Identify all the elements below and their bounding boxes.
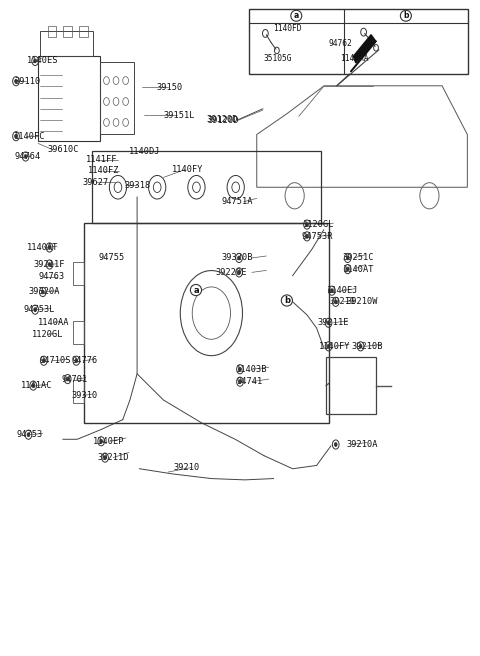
Text: 1140EJ: 1140EJ <box>327 286 359 295</box>
Text: 39318: 39318 <box>124 181 150 190</box>
Text: 1120GL: 1120GL <box>32 330 63 339</box>
Text: 1141FF: 1141FF <box>86 155 118 164</box>
Text: 39627: 39627 <box>82 178 108 186</box>
Circle shape <box>27 433 30 437</box>
Circle shape <box>100 440 103 443</box>
Text: b: b <box>284 296 290 305</box>
Circle shape <box>239 367 241 371</box>
Text: 1140FY: 1140FY <box>172 165 204 174</box>
Circle shape <box>346 267 349 271</box>
Text: 1140AT: 1140AT <box>27 243 59 252</box>
Circle shape <box>327 344 330 348</box>
Text: 39251C: 39251C <box>343 253 374 262</box>
Text: 94762: 94762 <box>328 39 352 48</box>
Text: 94753R: 94753R <box>301 232 333 241</box>
Circle shape <box>14 79 17 83</box>
Text: 39120D: 39120D <box>206 115 238 125</box>
Circle shape <box>104 456 107 460</box>
Bar <box>40 31 93 56</box>
Text: 39220E: 39220E <box>215 268 247 277</box>
Circle shape <box>238 256 240 260</box>
Circle shape <box>66 377 69 381</box>
Text: 39211F: 39211F <box>33 260 65 269</box>
Circle shape <box>238 270 240 274</box>
Text: 94753L: 94753L <box>24 305 55 314</box>
Bar <box>73 321 84 344</box>
Text: b: b <box>403 11 408 20</box>
Circle shape <box>48 245 51 249</box>
Text: 39210A: 39210A <box>346 440 378 449</box>
Text: a: a <box>193 285 199 295</box>
Circle shape <box>42 359 45 363</box>
Bar <box>249 9 468 74</box>
Text: 1140EP: 1140EP <box>93 437 124 445</box>
Text: 1140ES: 1140ES <box>27 56 59 66</box>
Bar <box>73 380 84 403</box>
Circle shape <box>359 344 362 348</box>
Bar <box>326 357 376 415</box>
Text: 39211: 39211 <box>330 297 356 306</box>
Text: 1141AC: 1141AC <box>21 381 52 390</box>
Text: 39210: 39210 <box>174 463 200 472</box>
Text: 1120GL: 1120GL <box>303 220 335 229</box>
Text: 39210W: 39210W <box>346 297 378 306</box>
Text: 1140FY: 1140FY <box>319 342 350 351</box>
Text: 1140FC: 1140FC <box>14 132 46 140</box>
Text: 94741: 94741 <box>236 377 263 386</box>
Text: 39120D: 39120D <box>207 116 239 125</box>
Text: 39610C: 39610C <box>48 146 79 154</box>
Text: 39211E: 39211E <box>318 318 349 327</box>
Bar <box>92 152 322 223</box>
Text: 1140AT: 1140AT <box>343 264 374 274</box>
Text: 39310: 39310 <box>72 391 98 400</box>
Text: 39110: 39110 <box>14 77 40 86</box>
Circle shape <box>327 321 330 325</box>
Text: 94701: 94701 <box>62 375 88 384</box>
Circle shape <box>48 262 51 266</box>
Circle shape <box>14 134 17 138</box>
Text: 1140FZ: 1140FZ <box>88 167 120 175</box>
Text: 94764: 94764 <box>14 152 40 161</box>
Text: 39150: 39150 <box>156 83 182 92</box>
Text: a: a <box>294 11 299 20</box>
Text: 1140FD: 1140FD <box>274 24 302 33</box>
Circle shape <box>306 222 309 226</box>
Text: 94776: 94776 <box>72 356 98 365</box>
Bar <box>73 262 84 285</box>
Text: 11403B: 11403B <box>236 365 268 374</box>
Text: 39320B: 39320B <box>222 253 253 262</box>
Circle shape <box>334 443 337 447</box>
Bar <box>38 56 100 141</box>
Circle shape <box>346 256 349 260</box>
Bar <box>63 26 72 37</box>
Text: 94710S: 94710S <box>40 356 72 365</box>
Text: 39211D: 39211D <box>97 453 129 462</box>
Text: 1140DJ: 1140DJ <box>129 147 160 155</box>
Text: 1140AA: 1140AA <box>38 318 70 327</box>
Text: 1140AA: 1140AA <box>339 54 368 63</box>
Circle shape <box>32 384 35 388</box>
Circle shape <box>75 359 78 363</box>
Text: 94763: 94763 <box>39 272 65 281</box>
Polygon shape <box>353 35 376 63</box>
Text: 39320A: 39320A <box>28 287 60 297</box>
Text: 94755: 94755 <box>99 253 125 262</box>
Circle shape <box>24 155 27 159</box>
Text: 94751A: 94751A <box>222 197 253 206</box>
Circle shape <box>34 59 36 63</box>
Text: 39210B: 39210B <box>351 342 383 351</box>
Circle shape <box>239 380 241 384</box>
Circle shape <box>306 234 309 238</box>
Bar <box>100 62 134 134</box>
Text: 35105G: 35105G <box>263 54 291 63</box>
Text: 39151L: 39151L <box>163 111 195 120</box>
Bar <box>79 26 88 37</box>
Circle shape <box>334 300 337 304</box>
Circle shape <box>330 289 333 293</box>
Circle shape <box>41 290 44 294</box>
Bar <box>48 26 56 37</box>
Text: 94753: 94753 <box>16 430 42 440</box>
Circle shape <box>34 308 36 312</box>
Bar <box>84 223 328 423</box>
